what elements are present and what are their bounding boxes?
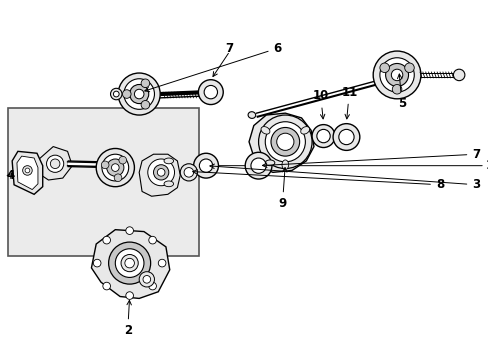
Circle shape (114, 174, 122, 181)
Text: 9: 9 (278, 168, 286, 210)
Circle shape (153, 165, 168, 180)
Circle shape (102, 154, 128, 181)
Circle shape (198, 80, 223, 104)
Polygon shape (91, 230, 169, 298)
Circle shape (391, 85, 401, 94)
Circle shape (139, 272, 154, 287)
Circle shape (111, 164, 119, 171)
Circle shape (110, 88, 122, 100)
Circle shape (141, 100, 149, 109)
Circle shape (125, 292, 133, 300)
Circle shape (113, 91, 119, 97)
Polygon shape (12, 151, 42, 194)
Polygon shape (139, 154, 180, 196)
Circle shape (141, 79, 149, 87)
Text: 8: 8 (192, 170, 443, 191)
Text: 10: 10 (312, 89, 328, 119)
Circle shape (108, 242, 150, 284)
Circle shape (124, 258, 134, 268)
Circle shape (404, 63, 413, 73)
Circle shape (93, 259, 101, 267)
Circle shape (158, 259, 165, 267)
Text: 7: 7 (225, 42, 233, 55)
Circle shape (258, 115, 311, 168)
Circle shape (244, 152, 271, 179)
Polygon shape (17, 156, 38, 190)
Circle shape (390, 69, 402, 81)
Circle shape (264, 122, 305, 162)
Circle shape (119, 156, 126, 164)
Circle shape (338, 129, 353, 145)
Circle shape (183, 168, 193, 177)
Ellipse shape (163, 158, 173, 164)
Circle shape (118, 73, 160, 115)
Circle shape (142, 275, 150, 283)
Circle shape (102, 236, 110, 244)
Circle shape (311, 125, 334, 148)
Circle shape (96, 148, 134, 187)
Circle shape (50, 159, 60, 168)
Circle shape (101, 161, 109, 169)
Circle shape (270, 127, 299, 156)
Circle shape (148, 236, 156, 244)
Circle shape (115, 249, 143, 278)
Bar (8, 108, 199, 256)
Circle shape (250, 158, 265, 173)
Circle shape (125, 227, 133, 234)
Text: 3: 3 (209, 164, 479, 191)
Circle shape (276, 133, 293, 150)
Circle shape (199, 159, 212, 172)
Text: 5: 5 (397, 74, 405, 110)
Circle shape (121, 255, 138, 272)
Circle shape (46, 155, 63, 172)
Circle shape (102, 282, 110, 290)
Circle shape (157, 168, 164, 176)
Polygon shape (248, 113, 313, 172)
Circle shape (22, 166, 32, 175)
Polygon shape (37, 147, 72, 180)
Ellipse shape (247, 112, 255, 118)
Circle shape (379, 63, 388, 73)
Circle shape (129, 85, 148, 104)
Circle shape (379, 58, 413, 92)
Circle shape (106, 159, 123, 176)
Text: 11: 11 (341, 86, 357, 119)
Circle shape (148, 282, 156, 290)
Circle shape (25, 168, 30, 173)
Circle shape (180, 164, 197, 181)
Text: 4: 4 (6, 169, 14, 182)
Text: 2: 2 (123, 300, 132, 337)
Text: 7: 7 (262, 148, 479, 167)
Ellipse shape (163, 181, 173, 187)
Circle shape (123, 79, 154, 109)
Circle shape (372, 51, 420, 99)
Ellipse shape (282, 160, 288, 170)
Circle shape (203, 85, 217, 99)
Circle shape (385, 63, 407, 86)
Ellipse shape (264, 160, 274, 166)
Ellipse shape (261, 127, 269, 134)
Circle shape (452, 69, 464, 81)
Circle shape (316, 129, 329, 143)
Text: 1: 1 (485, 159, 488, 172)
Circle shape (193, 153, 218, 178)
Circle shape (134, 89, 143, 99)
Text: 6: 6 (144, 42, 281, 92)
Circle shape (332, 123, 359, 150)
Circle shape (147, 159, 174, 186)
Circle shape (122, 90, 131, 98)
Ellipse shape (300, 127, 309, 134)
